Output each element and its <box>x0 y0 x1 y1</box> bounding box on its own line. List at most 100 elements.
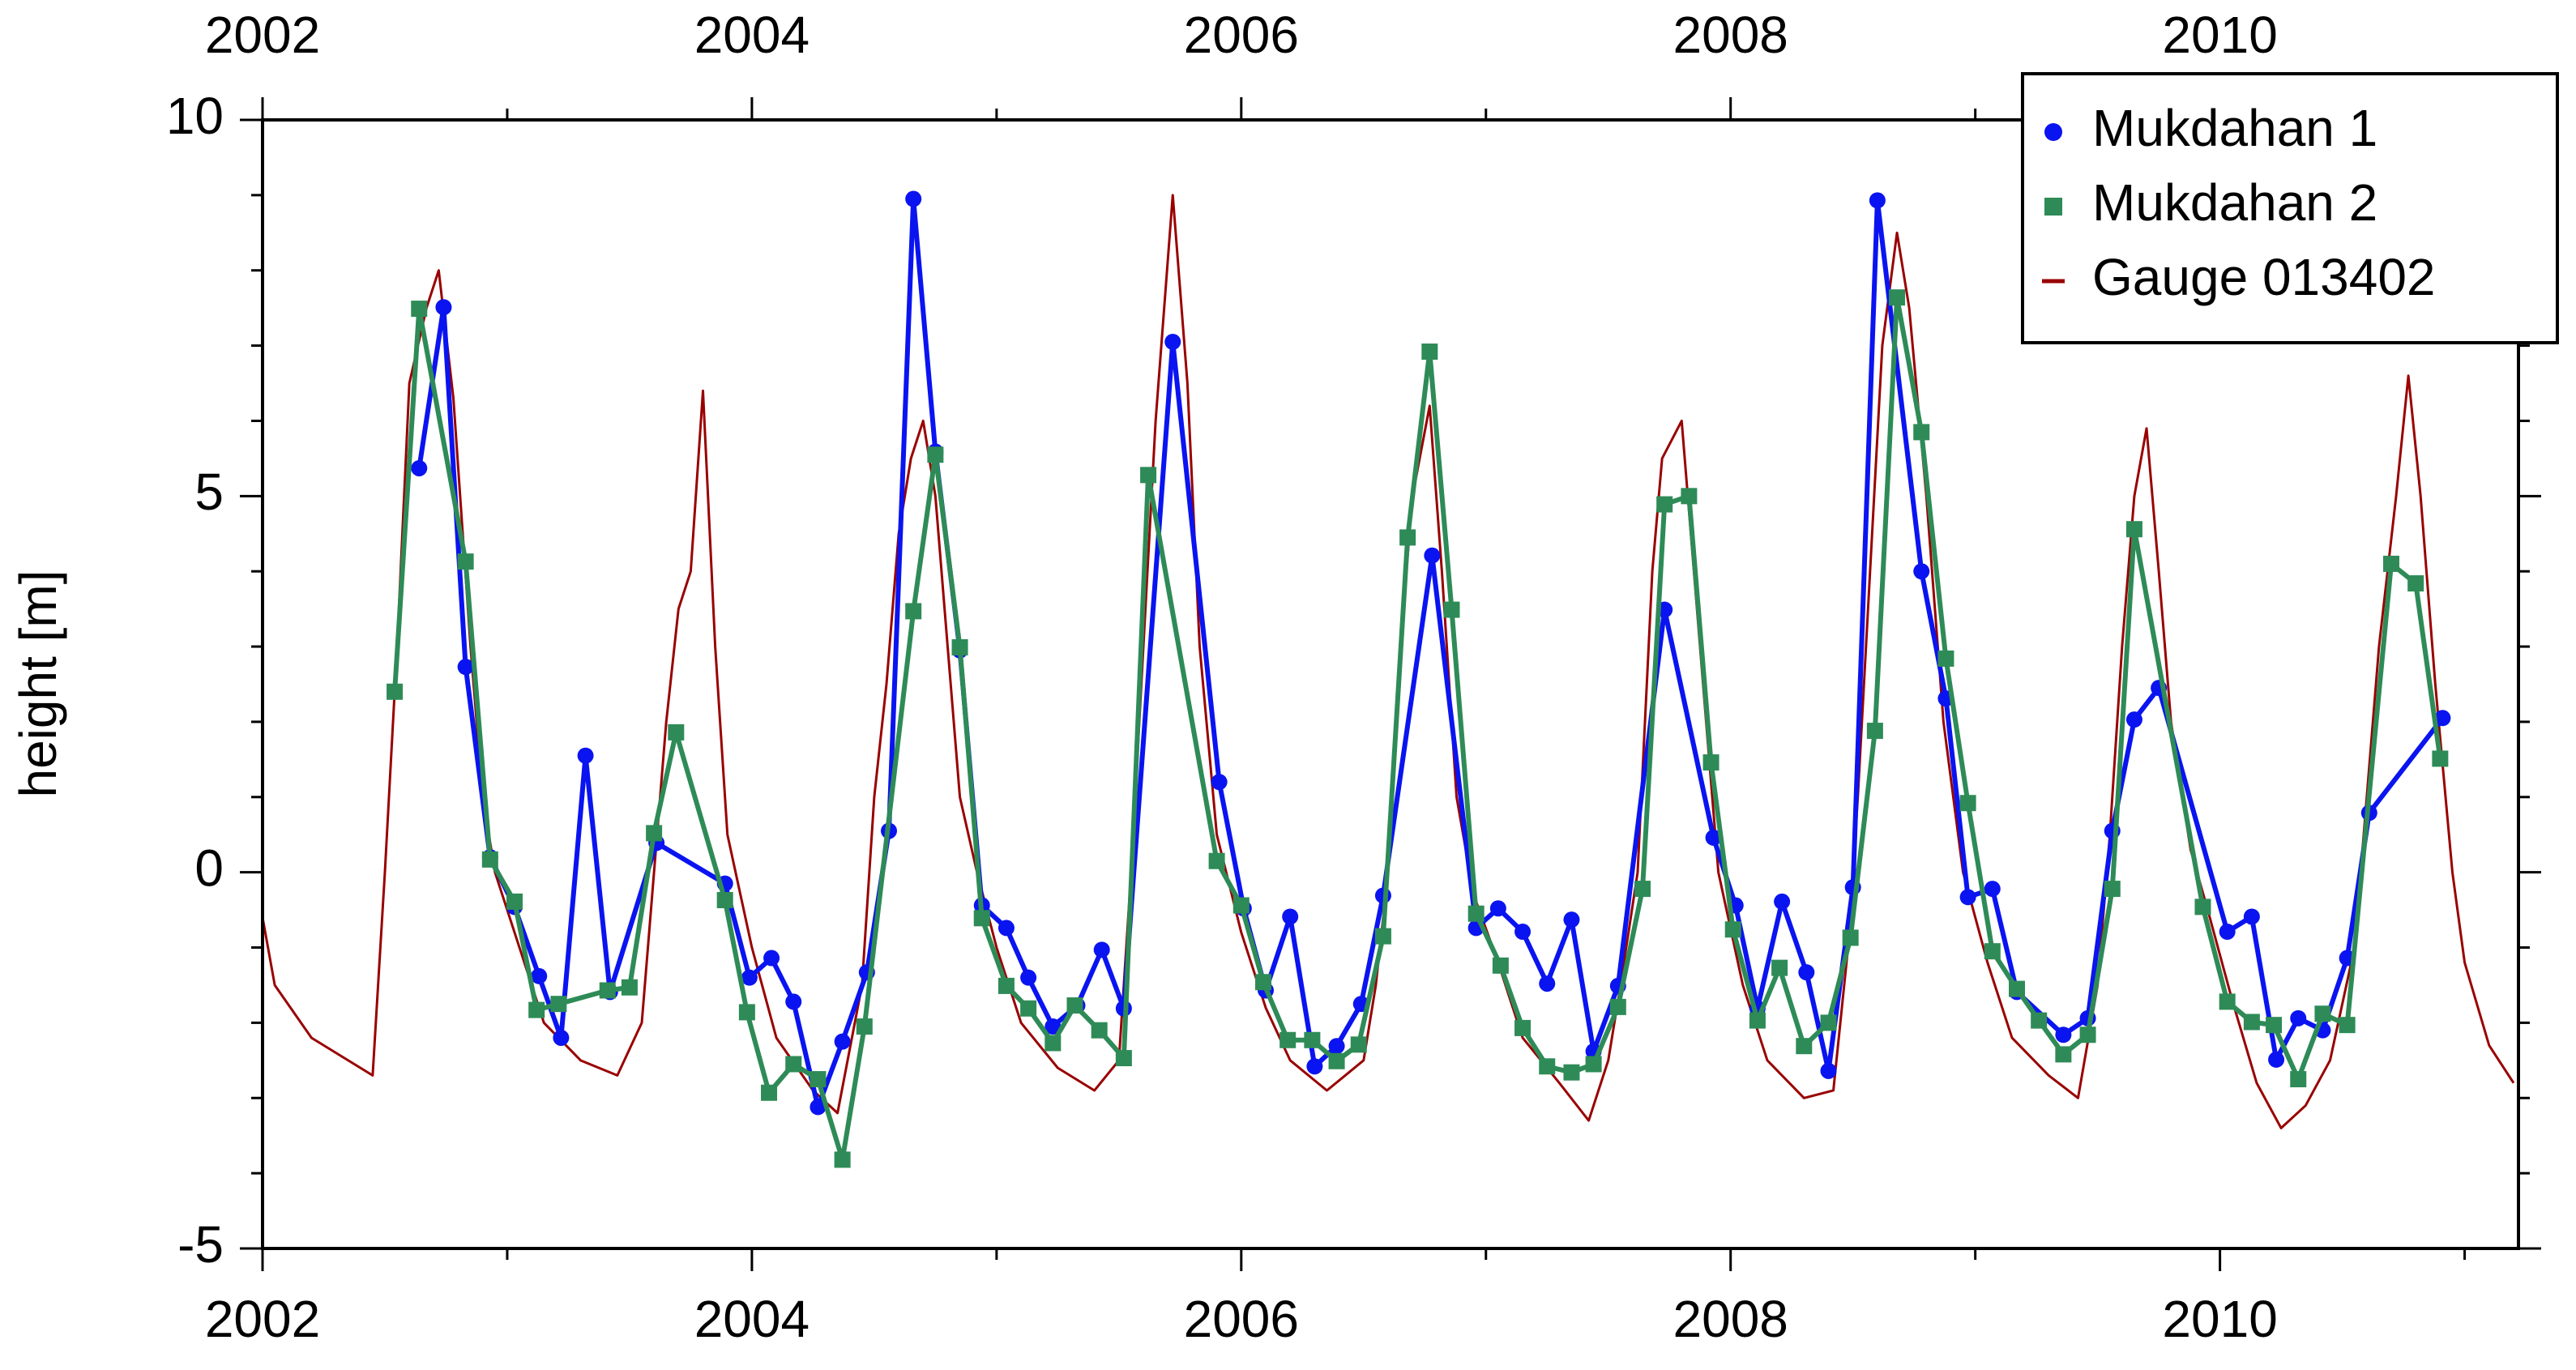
point <box>1328 1038 1345 1055</box>
point <box>435 299 452 316</box>
point <box>1798 964 1815 981</box>
point <box>2407 575 2424 592</box>
x-tick-label-top: 2010 <box>2162 6 2277 64</box>
point <box>1044 1035 1062 1052</box>
y-tick-label: 10 <box>166 87 224 145</box>
point <box>1399 529 1416 546</box>
point <box>1820 1062 1837 1079</box>
point <box>1091 1022 1108 1039</box>
legend-box <box>2021 72 2559 344</box>
point <box>1702 754 1719 771</box>
point <box>1937 650 1954 667</box>
point <box>1984 881 2001 898</box>
point <box>1913 424 1930 441</box>
point <box>2219 993 2236 1010</box>
point <box>1492 957 1509 974</box>
point <box>1959 795 1976 812</box>
point <box>761 1084 778 1101</box>
point <box>1796 1038 1813 1055</box>
point <box>2079 1026 2096 1044</box>
x-tick-label: 2008 <box>1673 1290 1788 1348</box>
point <box>457 659 474 676</box>
x-tick-label-top: 2002 <box>205 6 320 64</box>
point <box>621 979 638 996</box>
point <box>2434 710 2451 727</box>
point <box>741 969 758 986</box>
point <box>2008 980 2025 997</box>
legend-marker <box>2044 198 2062 216</box>
point <box>2314 1005 2331 1022</box>
point <box>951 638 968 655</box>
point <box>2339 1017 2356 1034</box>
plot-frame <box>261 118 2520 1250</box>
point <box>1489 900 1506 917</box>
point <box>1724 921 1741 938</box>
point <box>1609 998 1626 1015</box>
y-tick-label: 0 <box>194 839 224 898</box>
point <box>577 747 594 764</box>
point <box>387 683 404 700</box>
point <box>1140 467 1157 484</box>
point <box>785 1056 802 1073</box>
point <box>2266 1017 2283 1034</box>
point <box>457 553 474 570</box>
point <box>856 1018 873 1035</box>
point <box>668 723 685 740</box>
legend-marker <box>2044 123 2062 141</box>
point <box>528 1001 545 1018</box>
point <box>2125 521 2142 538</box>
point <box>2219 924 2236 941</box>
point <box>1306 1058 1323 1075</box>
point <box>531 967 548 984</box>
point <box>481 851 498 868</box>
x-tick-label: 2010 <box>2162 1290 2277 1348</box>
point <box>973 910 990 927</box>
point <box>1232 897 1250 914</box>
point <box>1279 1031 1297 1048</box>
point <box>1066 997 1083 1014</box>
point <box>927 446 944 463</box>
point <box>1254 974 1271 991</box>
point <box>785 993 802 1010</box>
point <box>1350 1036 1367 1053</box>
point <box>1634 881 1651 898</box>
legend-label: Mukdahan 2 <box>2092 173 2377 232</box>
point <box>1282 908 1299 925</box>
x-tick-label: 2002 <box>205 1290 320 1348</box>
point <box>834 1151 851 1168</box>
point <box>506 893 523 910</box>
legend-label: Gauge 013402 <box>2092 248 2436 306</box>
point <box>411 301 428 318</box>
point <box>1585 1056 1602 1073</box>
point <box>1959 889 1976 906</box>
point <box>1563 911 1580 928</box>
point <box>1467 905 1485 922</box>
point <box>1328 1052 1345 1069</box>
point <box>2031 1012 2048 1029</box>
point <box>905 603 922 620</box>
point <box>998 977 1015 994</box>
point <box>905 190 922 207</box>
point <box>1044 1018 1062 1035</box>
point <box>2268 1051 2285 1068</box>
point <box>810 1071 827 1088</box>
point <box>2104 881 2121 898</box>
point <box>1514 924 1532 941</box>
point <box>1705 829 1722 846</box>
legend-label: Mukdahan 1 <box>2092 99 2377 157</box>
x-tick-label: 2006 <box>1184 1290 1299 1348</box>
point <box>411 459 428 476</box>
point <box>1774 893 1791 910</box>
point <box>2432 750 2449 767</box>
point <box>1208 852 1225 869</box>
point <box>1304 1031 1321 1048</box>
point <box>1984 943 2001 960</box>
point <box>646 825 663 842</box>
point <box>2125 711 2142 728</box>
y-tick-label: -5 <box>177 1215 224 1274</box>
point <box>2055 1026 2072 1044</box>
point <box>2194 898 2211 915</box>
point <box>1889 289 1906 306</box>
point <box>550 996 567 1013</box>
